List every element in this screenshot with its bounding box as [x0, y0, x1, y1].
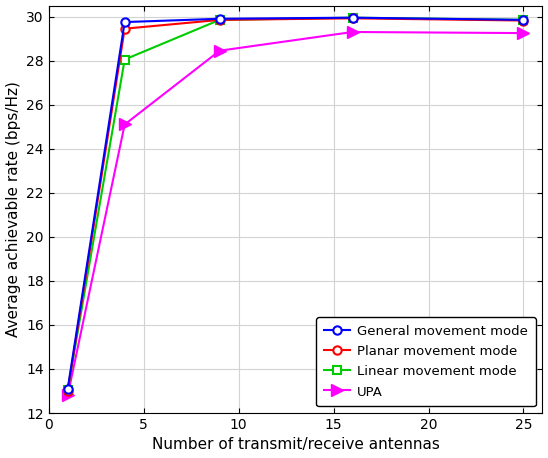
General movement mode [520, 17, 527, 22]
Linear movement mode [520, 17, 527, 22]
General movement mode [349, 15, 356, 21]
General movement mode [65, 386, 71, 392]
Linear movement mode [216, 17, 223, 22]
General movement mode [216, 16, 223, 22]
Planar movement mode [65, 388, 71, 394]
Line: UPA: UPA [62, 27, 529, 401]
Planar movement mode [349, 16, 356, 21]
Linear movement mode [122, 57, 128, 62]
Legend: General movement mode, Planar movement mode, Linear movement mode, UPA: General movement mode, Planar movement m… [316, 317, 536, 406]
UPA [122, 122, 128, 127]
Line: General movement mode: General movement mode [64, 13, 528, 393]
UPA [349, 29, 356, 35]
UPA [216, 48, 223, 54]
X-axis label: Number of transmit/receive antennas: Number of transmit/receive antennas [152, 437, 439, 453]
Planar movement mode [216, 17, 223, 22]
Planar movement mode [520, 18, 527, 23]
UPA [65, 393, 71, 398]
General movement mode [122, 19, 128, 25]
Linear movement mode [65, 387, 71, 393]
Line: Planar movement mode: Planar movement mode [64, 14, 528, 395]
Line: Linear movement mode: Linear movement mode [64, 13, 528, 394]
Planar movement mode [122, 26, 128, 32]
Linear movement mode [349, 15, 356, 21]
Y-axis label: Average achievable rate (bps/Hz): Average achievable rate (bps/Hz) [5, 82, 21, 337]
UPA [520, 30, 527, 36]
